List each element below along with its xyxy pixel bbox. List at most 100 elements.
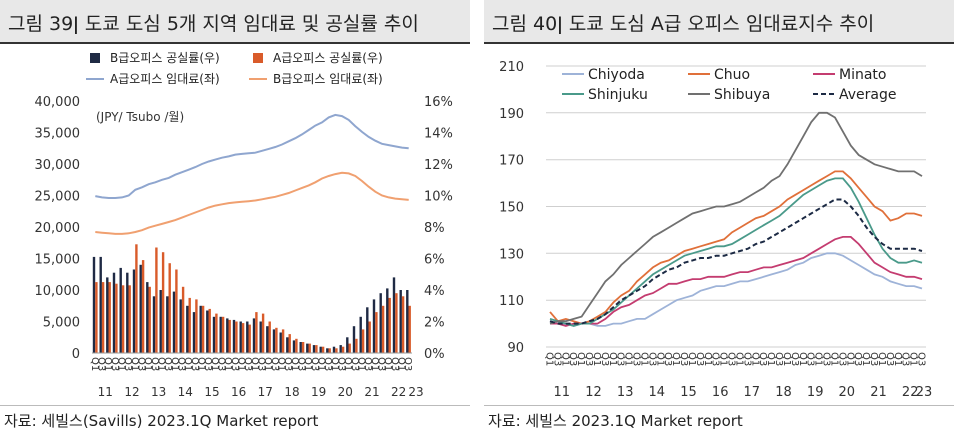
right-y-tick-label: 14% <box>424 127 453 142</box>
index-line <box>550 235 923 327</box>
year-tick-label: 11 <box>554 385 571 400</box>
quarter-tick-label: Q1 <box>765 352 776 366</box>
vacancy-bar <box>188 297 191 353</box>
vacancy-bar <box>381 305 385 354</box>
quarter-tick-label: Q3 <box>189 357 200 371</box>
vacancy-bar <box>221 316 225 353</box>
quarter-tick-label: Q3 <box>282 357 293 371</box>
quarter-tick-label: Q3 <box>694 352 705 366</box>
quarter-tick-label: Q1 <box>129 357 140 371</box>
y-tick-label: 110 <box>499 294 524 309</box>
vacancy-bar <box>261 313 265 353</box>
left-y-tick-label: 35,000 <box>35 127 81 142</box>
left-y-tick-label: 10,000 <box>35 284 81 299</box>
quarter-tick-label: Q3 <box>615 352 626 366</box>
vacancy-bar <box>299 342 302 353</box>
quarter-tick-label: Q1 <box>908 352 919 366</box>
quarter-tick-label: Q3 <box>242 357 253 371</box>
vacancy-bar <box>286 337 289 354</box>
left-y-tick-label: 0 <box>72 347 80 362</box>
legend-label: Shinjuku <box>588 87 648 103</box>
vacancy-bar <box>399 290 402 353</box>
index-line <box>549 170 923 325</box>
vacancy-bar <box>326 348 329 353</box>
quarter-tick-label: Q3 <box>551 352 562 366</box>
year-tick-label: 14 <box>178 385 193 399</box>
right-y-tick-label: 4% <box>424 284 445 299</box>
vacancy-bar <box>328 348 331 353</box>
vacancy-bar <box>148 286 151 353</box>
vacancy-bar <box>168 263 171 353</box>
quarter-tick-label: Q3 <box>646 352 657 366</box>
vacancy-bar <box>155 247 158 353</box>
year-tick-label: 23 <box>916 385 933 400</box>
vacancy-bar <box>346 337 349 354</box>
vacancy-bar <box>281 329 285 353</box>
year-tick-label: 17 <box>744 385 761 400</box>
quarter-tick-label: Q1 <box>623 352 634 366</box>
year-tick-label: 15 <box>204 385 219 399</box>
quarter-tick-label: Q1 <box>222 357 233 371</box>
vacancy-bar <box>352 326 356 353</box>
vacancy-bar <box>408 305 411 354</box>
left-title-bar: 그림 39ǀ 도쿄 도심 5개 지역 임대료 및 공실률 추이 <box>0 0 470 44</box>
quarter-tick-label: Q1 <box>813 352 824 366</box>
quarter-tick-label: Q1 <box>559 352 570 366</box>
quarter-tick-label: Q3 <box>631 352 642 366</box>
quarter-tick-label: Q1 <box>142 357 153 371</box>
quarter-tick-label: Q1 <box>591 352 602 366</box>
year-tick-label: 15 <box>680 385 697 400</box>
left-y-tick-label: 30,000 <box>35 158 81 173</box>
quarter-tick-label: Q3 <box>149 357 160 371</box>
vacancy-bar <box>206 310 209 353</box>
quarter-tick-label: Q3 <box>741 352 752 366</box>
quarter-tick-label: Q1 <box>575 352 586 366</box>
quarter-tick-label: Q3 <box>269 357 280 371</box>
year-tick-label: 18 <box>284 385 299 399</box>
year-tick-label: 22 <box>391 385 406 399</box>
vacancy-bar <box>388 297 391 353</box>
quarter-tick-label: Q1 <box>749 352 760 366</box>
left-chart-panel: 그림 39ǀ 도쿄 도심 5개 지역 임대료 및 공실률 추이 0 5,000 10… <box>0 0 470 444</box>
rent-line <box>95 171 409 235</box>
quarter-tick-label: Q1 <box>639 352 650 366</box>
vacancy-bar <box>348 343 351 353</box>
quarter-tick-label: Q3 <box>216 357 227 371</box>
left-bottom-rule <box>0 405 470 406</box>
vacancy-bar <box>119 267 122 353</box>
vacancy-bar <box>92 256 96 353</box>
year-tick-label: 16 <box>231 385 246 399</box>
quarter-tick-label: Q3 <box>789 352 800 366</box>
legend-swatch <box>253 53 263 63</box>
right-y-tick-label: 2% <box>424 316 445 331</box>
vacancy-bar <box>99 256 102 353</box>
vacancy-bar <box>192 312 196 353</box>
vacancy-bar <box>228 319 231 353</box>
quarter-tick-label: Q3 <box>599 352 610 366</box>
vacancy-bar <box>115 283 118 353</box>
quarter-tick-label: Q3 <box>821 352 832 366</box>
year-tick-label: 11 <box>98 385 113 399</box>
vacancy-bar <box>95 282 98 353</box>
quarter-tick-label: Q1 <box>844 352 855 366</box>
year-tick-label: 16 <box>712 385 729 400</box>
quarter-tick-label: Q1 <box>670 352 681 366</box>
vacancy-bar <box>175 269 178 353</box>
legend-label: Chiyoda <box>588 67 645 83</box>
vacancy-bar <box>126 272 129 353</box>
vacancy-bar <box>195 299 198 353</box>
index-line <box>549 252 923 327</box>
right-chart: 90110130150170190210Q1Q3Q1Q3Q1Q3Q1Q3Q1Q3… <box>499 60 933 400</box>
quarter-tick-label: Q3 <box>322 357 333 371</box>
vacancy-bar <box>295 338 298 353</box>
quarter-tick-label: Q3 <box>836 352 847 366</box>
year-tick-label: 12 <box>585 385 602 400</box>
quarter-tick-label: Q1 <box>702 352 713 366</box>
quarter-tick-label: Q1 <box>892 352 903 366</box>
vacancy-bar <box>379 293 382 353</box>
quarter-tick-label: Q1 <box>876 352 887 366</box>
year-tick-label: 18 <box>775 385 792 400</box>
vacancy-bar <box>172 291 176 353</box>
y-tick-label: 150 <box>499 201 524 216</box>
vacancy-bar <box>235 321 238 353</box>
